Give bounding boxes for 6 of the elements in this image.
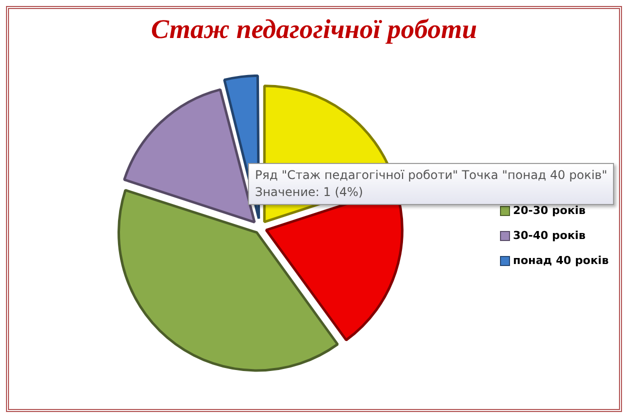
text: Значение: 1 (4%) <box>255 184 364 201</box>
legend-label: 20-30 років <box>513 204 586 217</box>
text: Ряд "Стаж педагогічної роботи" Точка "понад 40 років" <box>255 167 608 184</box>
legend-label: понад 40 років <box>513 254 609 267</box>
legend-label: 30-40 років <box>513 229 586 242</box>
chart-title: Стаж педагогічної роботи <box>150 14 478 45</box>
